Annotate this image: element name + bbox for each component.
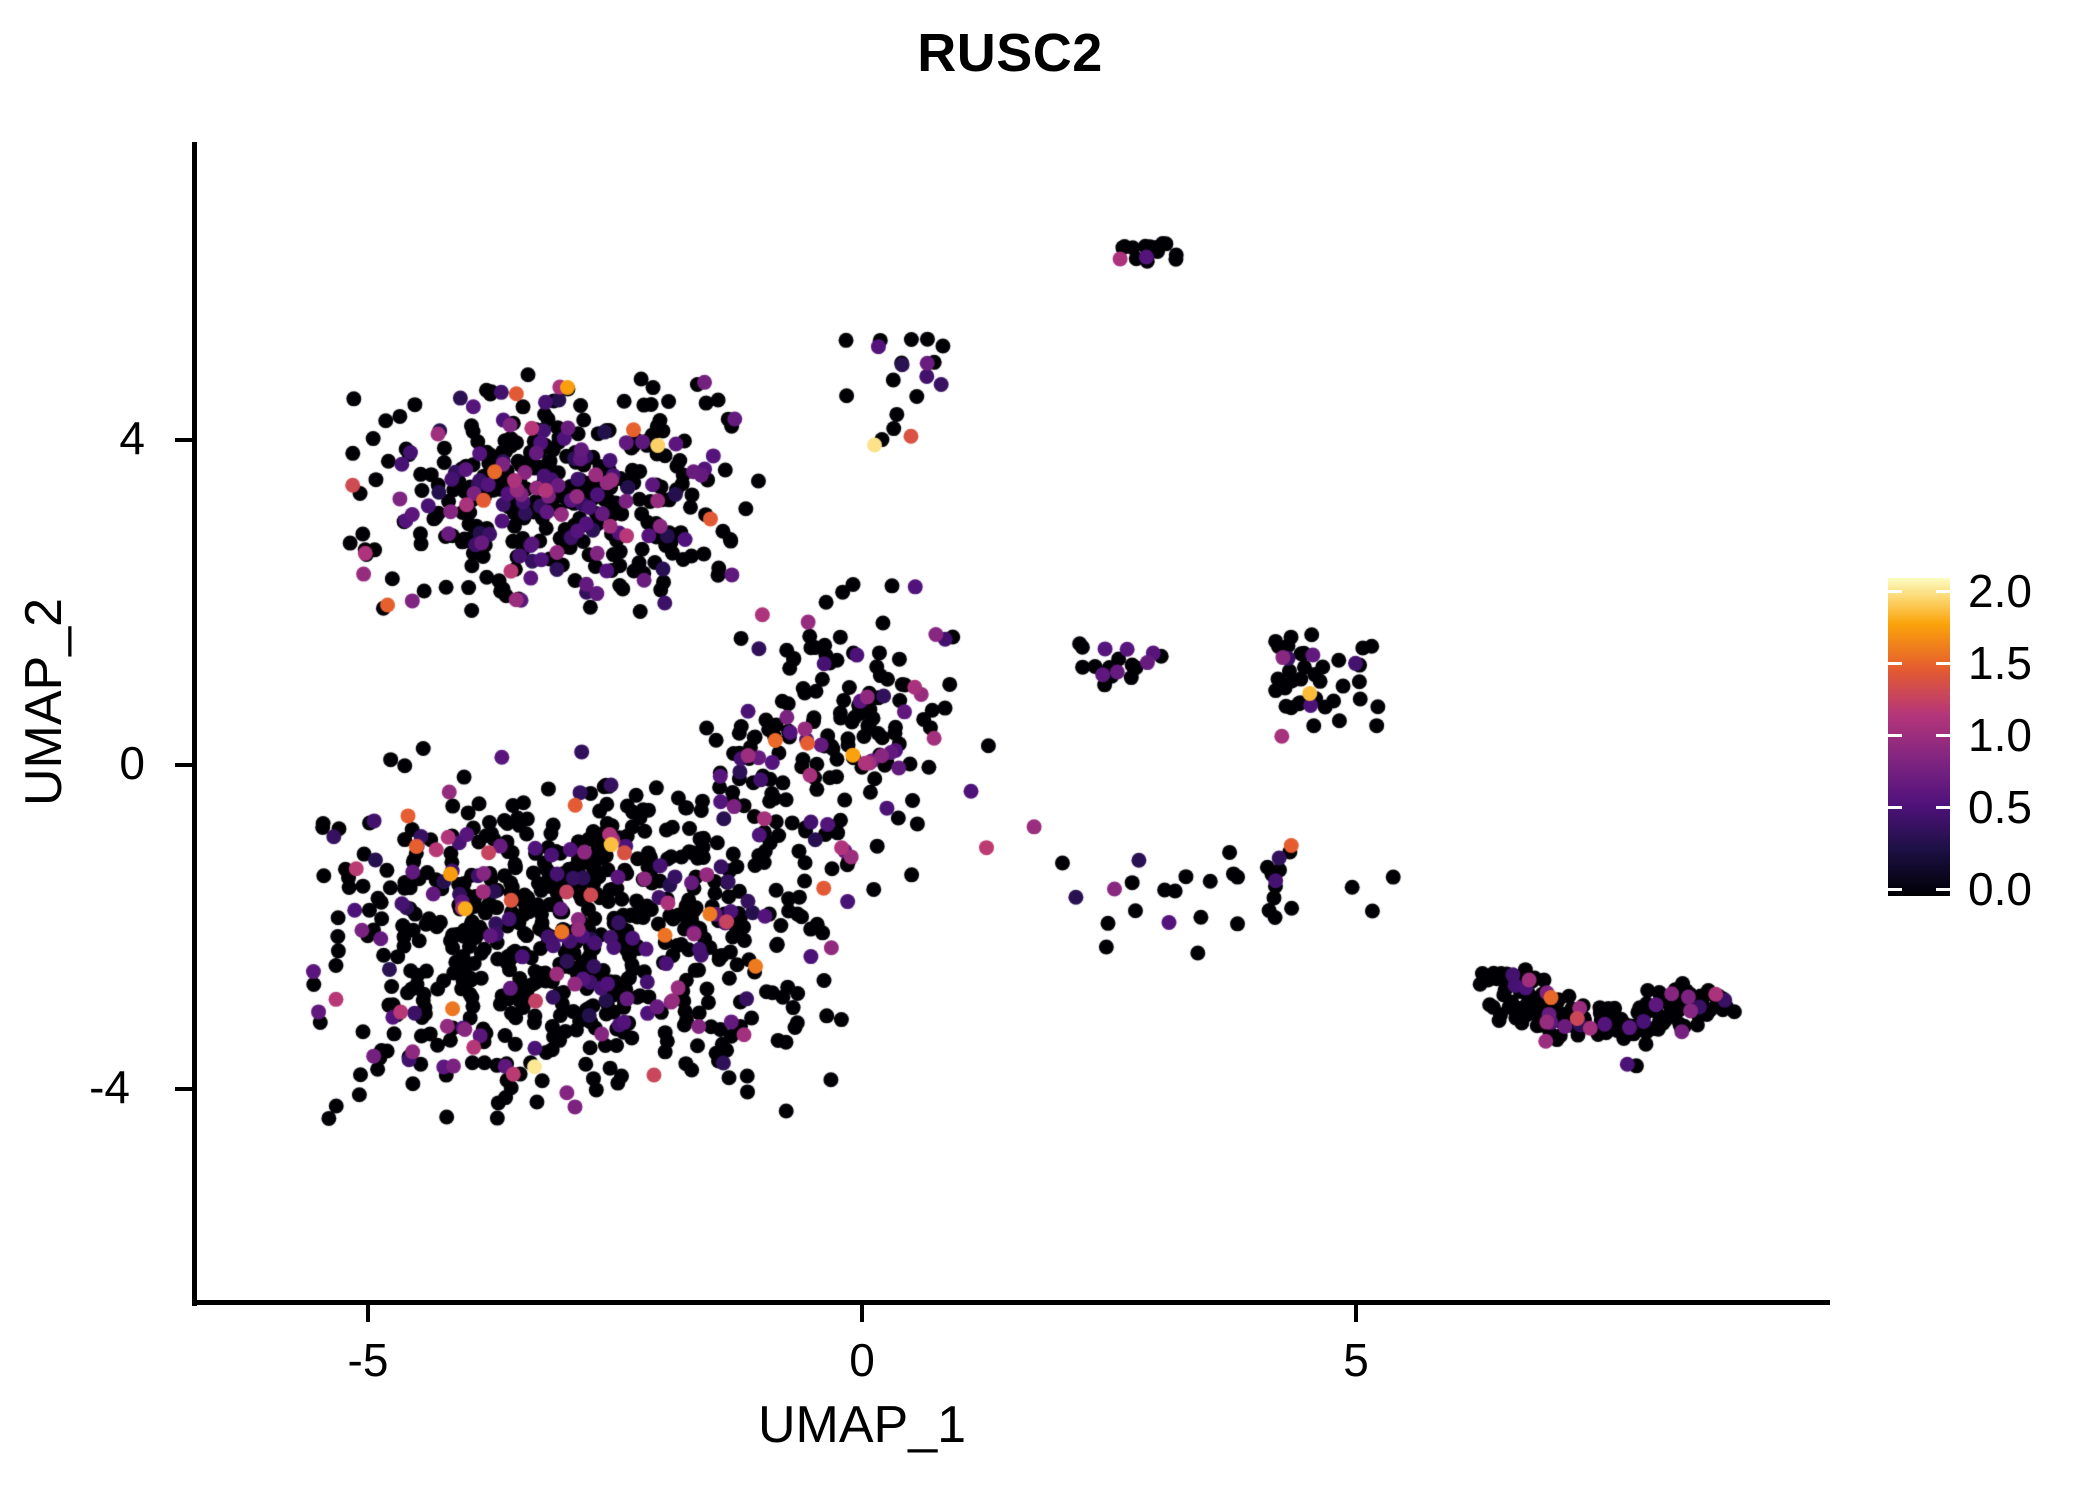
colorbar-canvas <box>1888 578 1950 896</box>
colorbar-tick <box>1936 888 1950 891</box>
colorbar-gradient <box>1888 578 1950 896</box>
colorbar-tick <box>1936 734 1950 737</box>
x-tick-mark <box>860 1305 864 1322</box>
colorbar-label: 0.0 <box>1968 863 2032 915</box>
colorbar-tick <box>1888 662 1902 665</box>
y-axis-line <box>192 142 197 1306</box>
colorbar-tick <box>1888 590 1902 593</box>
colorbar-label: 1.0 <box>1968 709 2032 761</box>
colorbar-tick <box>1888 734 1902 737</box>
page-title: RUSC2 <box>917 23 1103 83</box>
x-axis-line <box>192 1300 1830 1305</box>
y-tick-mark <box>175 1087 192 1091</box>
y-tick-label: -4 <box>89 1061 130 1113</box>
y-axis-title: UMAP_2 <box>15 597 73 807</box>
colorbar-tick <box>1936 806 1950 809</box>
colorbar-legend: 2.0 1.5 1.0 0.5 0.0 <box>1888 568 2032 912</box>
y-tick-mark <box>175 763 192 767</box>
colorbar-tick <box>1888 806 1902 809</box>
colorbar-tick <box>1936 590 1950 593</box>
x-tick-mark <box>1354 1305 1358 1322</box>
colorbar-tick <box>1936 662 1950 665</box>
x-tick-label: 0 <box>849 1334 875 1386</box>
scatter-plot-panel <box>195 142 1830 1303</box>
x-axis-title: UMAP_1 <box>757 1396 967 1454</box>
x-tick-label: -5 <box>347 1334 389 1386</box>
colorbar-label: 0.5 <box>1968 781 2032 833</box>
x-tick-label: 5 <box>1343 1334 1369 1386</box>
colorbar-tick <box>1888 888 1902 891</box>
colorbar-label: 1.5 <box>1968 637 2032 689</box>
scatter-points-canvas <box>195 142 1830 1303</box>
y-tick-mark <box>175 438 192 442</box>
colorbar-label: 2.0 <box>1968 565 2032 617</box>
y-tick-label: 4 <box>119 412 145 464</box>
x-tick-mark <box>366 1305 370 1322</box>
y-tick-label: 0 <box>119 737 145 789</box>
